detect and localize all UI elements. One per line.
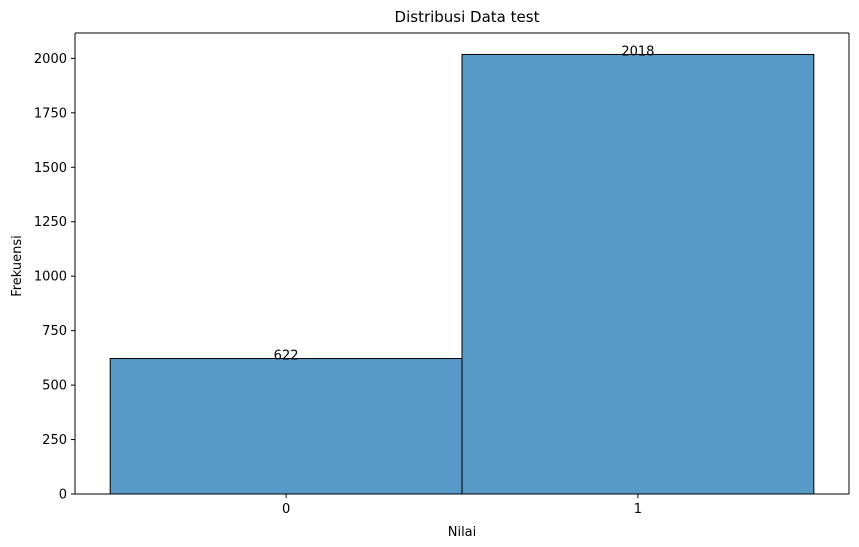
chart-title: Distribusi Data test xyxy=(395,8,540,26)
y-tick-label: 1000 xyxy=(34,270,67,285)
y-axis-label: Frekuensi xyxy=(10,235,25,297)
data-label-0: 622 xyxy=(274,349,299,364)
bars xyxy=(109,53,815,495)
x-tick-label: 0 xyxy=(282,502,290,517)
data-labels: 622 2018 xyxy=(274,44,655,363)
y-tick-label: 750 xyxy=(42,324,67,339)
y-tick-label: 1750 xyxy=(34,106,67,121)
y-tick-label: 2000 xyxy=(34,52,67,67)
bar-1 xyxy=(461,53,815,495)
y-tick-label: 1500 xyxy=(34,161,67,176)
y-tick-label: 1250 xyxy=(34,215,67,230)
x-tick-label: 1 xyxy=(634,502,642,517)
data-label-1: 2018 xyxy=(621,44,654,59)
bar-0 xyxy=(109,358,463,495)
y-tick-label: 250 xyxy=(42,433,67,448)
y-tick-label: 500 xyxy=(42,379,67,394)
y-axis-ticks: 0 250 500 750 1000 1250 1500 1750 2000 xyxy=(34,52,75,503)
x-axis-label: Nilai xyxy=(448,525,477,540)
y-tick-label: 0 xyxy=(59,488,67,503)
